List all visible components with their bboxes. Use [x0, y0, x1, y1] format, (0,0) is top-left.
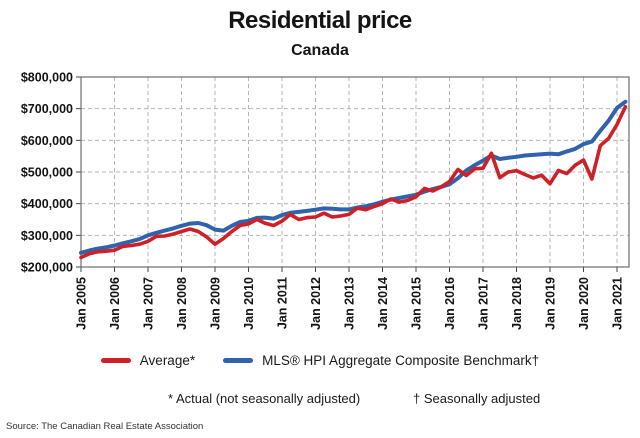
- chart-subtitle: Canada: [291, 42, 349, 59]
- chart-title: Residential price: [228, 7, 412, 34]
- plot-border: [80, 76, 630, 268]
- average-line: [79, 105, 628, 260]
- legend-item-average: Average*: [100, 353, 196, 368]
- average-line-swatch: [100, 358, 131, 363]
- x-axis-tick-label: Jan 2017: [477, 277, 491, 330]
- x-axis-tick-label: Jan 2019: [544, 277, 558, 330]
- source-note: Source: The Canadian Real Estate Associa…: [6, 421, 204, 432]
- x-axis-tick-label: Jan 2007: [142, 277, 156, 330]
- x-axis-tick-label: Jan 2005: [75, 277, 89, 330]
- footnote-benchmark: † Seasonally adjusted: [413, 391, 541, 406]
- legend-item-benchmark: MLS® HPI Aggregate Composite Benchmark†: [223, 353, 539, 368]
- benchmark-line-swatch: [223, 358, 254, 363]
- chart-legend: Average* MLS® HPI Aggregate Composite Be…: [0, 353, 640, 368]
- y-axis-tick-label: $400,000: [21, 197, 73, 211]
- x-axis-tick-label: Jan 2011: [276, 277, 290, 329]
- x-axis-tick-label: Jan 2021: [611, 277, 625, 330]
- legend-label-average: Average*: [139, 353, 196, 368]
- x-axis-tick-label: Jan 2014: [376, 277, 390, 330]
- y-axis-tick-label: $800,000: [21, 71, 73, 85]
- y-axis-tick-label: $700,000: [21, 102, 73, 116]
- y-axis-tick-label: $600,000: [21, 134, 73, 148]
- x-axis-tick-label: Jan 2009: [209, 277, 223, 330]
- x-axis-tick-label: Jan 2010: [242, 277, 256, 330]
- x-axis-tick-label: Jan 2020: [577, 277, 591, 330]
- y-axis-tick-label: $500,000: [21, 166, 73, 180]
- x-axis-tick-label: Jan 2006: [108, 277, 122, 330]
- y-axis-tick-label: $300,000: [21, 229, 73, 243]
- x-axis-tick-label: Jan 2013: [343, 277, 357, 330]
- x-axis-tick-label: Jan 2018: [510, 277, 524, 330]
- benchmark-line: [79, 99, 628, 255]
- x-axis-tick-label: Jan 2012: [309, 277, 323, 330]
- footnote-average: * Actual (not seasonally adjusted): [168, 391, 361, 406]
- x-axis-tick-label: Jan 2015: [410, 277, 424, 330]
- y-axis-tick-label: $200,000: [21, 261, 73, 275]
- x-axis-tick-label: Jan 2008: [175, 277, 189, 330]
- x-axis-tick-label: Jan 2016: [443, 277, 457, 330]
- legend-label-benchmark: MLS® HPI Aggregate Composite Benchmark†: [262, 353, 540, 368]
